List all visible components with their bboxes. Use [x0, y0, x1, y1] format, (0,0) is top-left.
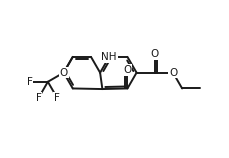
- Text: F: F: [36, 93, 41, 103]
- Text: O: O: [59, 68, 68, 78]
- Text: F: F: [54, 93, 60, 103]
- Text: O: O: [150, 49, 158, 59]
- Text: NH: NH: [101, 52, 117, 62]
- Text: O: O: [168, 68, 176, 78]
- Text: O: O: [123, 65, 131, 75]
- Text: F: F: [27, 77, 33, 87]
